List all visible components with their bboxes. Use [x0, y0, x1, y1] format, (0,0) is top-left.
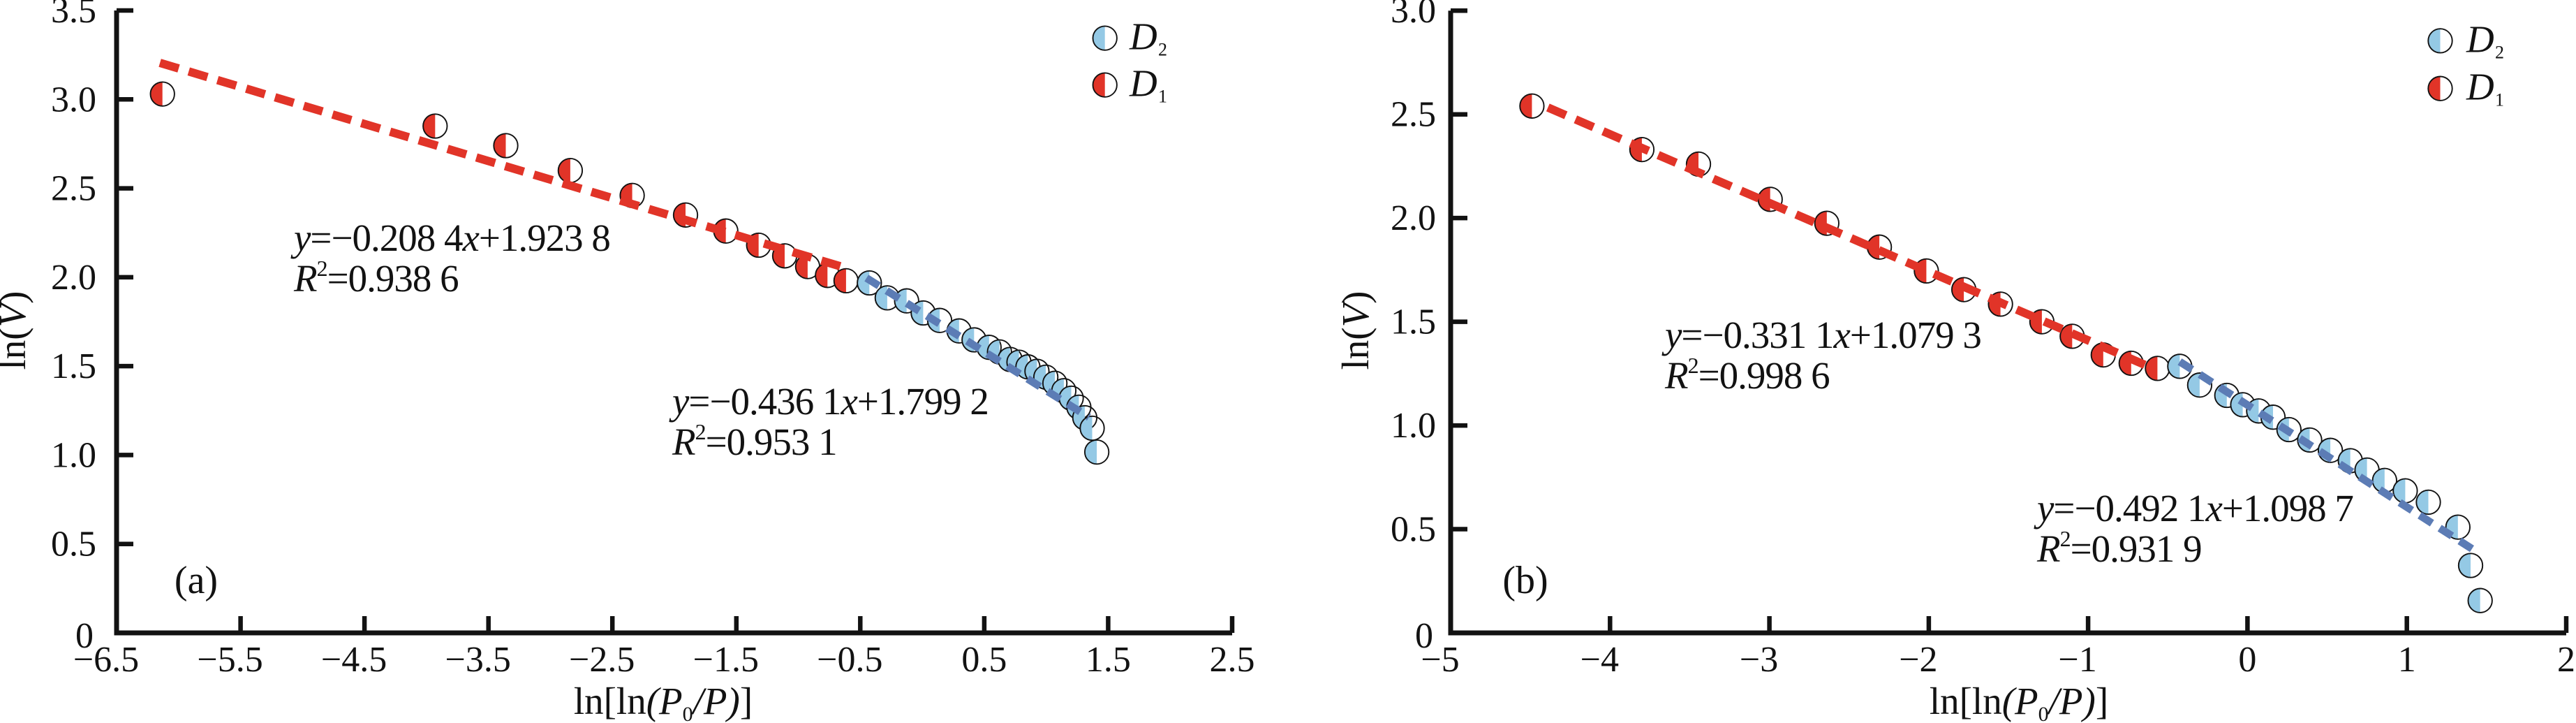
svg-text:−5: −5	[1421, 640, 1459, 680]
svg-text:0.5: 0.5	[1391, 510, 1436, 550]
svg-text:−5.5: −5.5	[197, 640, 262, 680]
svg-text:1.0: 1.0	[1391, 406, 1436, 446]
svg-text:y=−0.208 4x+1.923 8: y=−0.208 4x+1.923 8	[290, 217, 610, 259]
svg-text:−3: −3	[1740, 640, 1778, 680]
svg-text:0.5: 0.5	[961, 640, 1007, 680]
svg-text:0.5: 0.5	[51, 525, 96, 564]
svg-text:−1.5: −1.5	[693, 640, 759, 680]
svg-text:2.5: 2.5	[51, 169, 96, 209]
svg-text:2.0: 2.0	[51, 258, 96, 298]
svg-text:3.0: 3.0	[1391, 0, 1436, 31]
svg-text:1.5: 1.5	[51, 346, 96, 386]
svg-text:ln(V): ln(V)	[1334, 291, 1377, 370]
svg-text:ln(V): ln(V)	[0, 291, 34, 370]
svg-text:0: 0	[1415, 616, 1433, 656]
svg-text:ln[ln(P0/P)]: ln[ln(P0/P)]	[1930, 680, 2108, 723]
svg-text:−2: −2	[1899, 640, 1937, 680]
svg-text:R2=0.953 1: R2=0.953 1	[672, 419, 837, 463]
svg-text:D: D	[1129, 15, 1157, 58]
svg-text:1: 1	[2495, 90, 2504, 110]
svg-text:1.5: 1.5	[1391, 302, 1436, 342]
svg-text:3.0: 3.0	[51, 80, 96, 119]
svg-text:y=−0.492 1x+1.098 7: y=−0.492 1x+1.098 7	[2034, 487, 2353, 530]
svg-text:D: D	[1129, 62, 1157, 105]
svg-text:2.5: 2.5	[1210, 640, 1255, 680]
svg-text:−2.5: −2.5	[569, 640, 635, 680]
svg-text:2: 2	[2557, 640, 2575, 680]
svg-text:ln[ln(P0/P)]: ln[ln(P0/P)]	[574, 680, 753, 723]
svg-text:R2=0.938 6: R2=0.938 6	[293, 256, 459, 300]
svg-text:D: D	[2466, 17, 2494, 60]
svg-text:1: 1	[1158, 87, 1167, 107]
svg-text:y=−0.436 1x+1.799 2: y=−0.436 1x+1.799 2	[669, 380, 989, 423]
svg-text:2: 2	[1158, 40, 1167, 60]
svg-text:−6.5: −6.5	[73, 640, 139, 680]
svg-text:3.5: 3.5	[51, 0, 96, 31]
svg-text:2: 2	[2495, 42, 2504, 62]
svg-text:0: 0	[2238, 640, 2256, 680]
svg-text:0: 0	[75, 616, 94, 656]
svg-text:2.0: 2.0	[1391, 198, 1436, 238]
svg-text:2.5: 2.5	[1391, 95, 1436, 135]
svg-text:R2=0.931 9: R2=0.931 9	[2036, 526, 2202, 570]
svg-text:R2=0.998 6: R2=0.998 6	[1664, 353, 1830, 397]
svg-text:(b): (b)	[1502, 559, 1548, 602]
svg-text:−4: −4	[1581, 640, 1619, 680]
svg-text:−1: −1	[2058, 640, 2096, 680]
svg-text:−3.5: −3.5	[445, 640, 511, 680]
svg-text:1.5: 1.5	[1086, 640, 1131, 680]
svg-text:D: D	[2466, 66, 2494, 108]
svg-text:(a): (a)	[175, 559, 218, 602]
svg-text:−0.5: −0.5	[817, 640, 882, 680]
svg-text:1.0: 1.0	[51, 435, 96, 475]
svg-text:y=−0.331 1x+1.079 3: y=−0.331 1x+1.079 3	[1661, 314, 1981, 356]
svg-text:−4.5: −4.5	[321, 640, 387, 680]
svg-text:1: 1	[2398, 640, 2416, 680]
